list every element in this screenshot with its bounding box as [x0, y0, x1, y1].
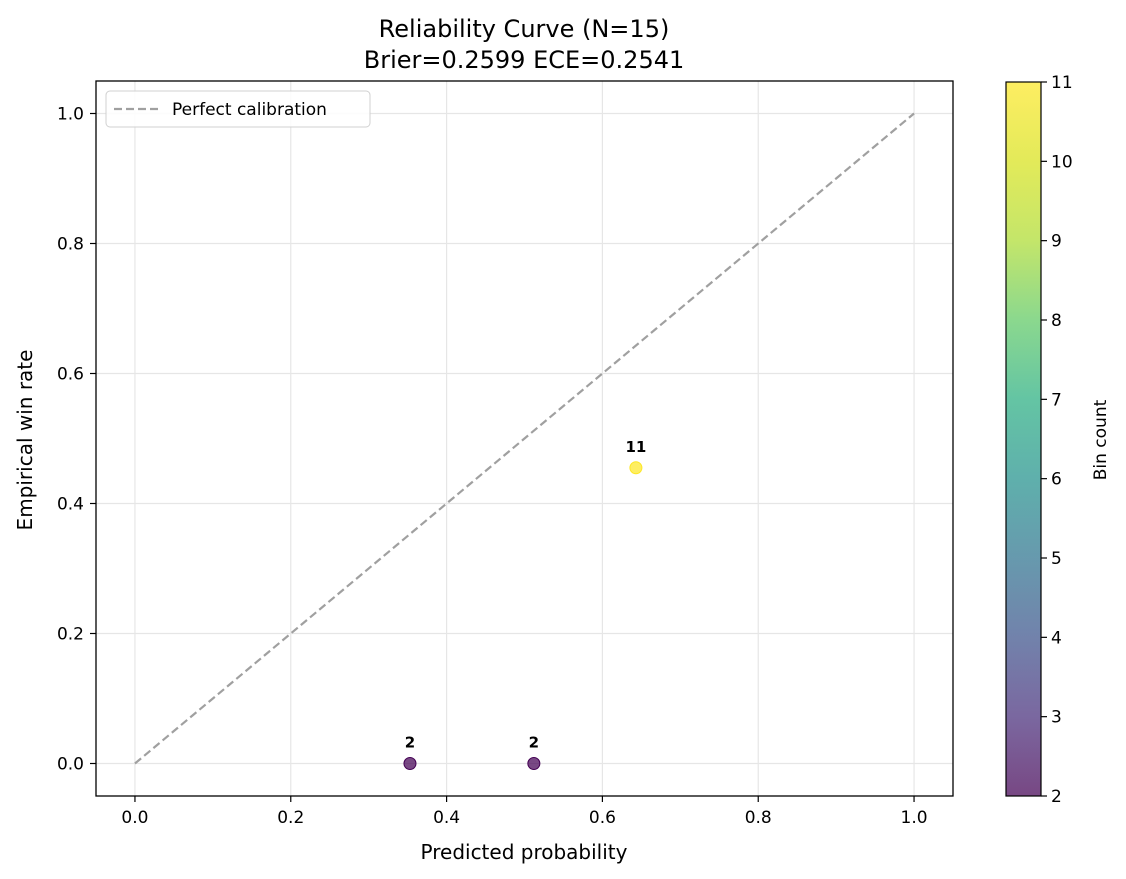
colorbar-tick-label: 10 [1051, 152, 1073, 172]
points-layer [403, 461, 643, 770]
point-labels-layer: 2 2 11 [405, 438, 647, 752]
colorbar-tick-label: 6 [1051, 470, 1062, 490]
y-tick-label: 1.0 [57, 105, 84, 125]
plot-frame [95, 80, 954, 797]
perfect-calibration-line [134, 112, 915, 765]
data-point-label: 2 [405, 734, 415, 752]
x-tick-label: 0.2 [277, 808, 304, 828]
data-point [403, 757, 417, 770]
x-tick-label: 0.0 [121, 808, 148, 828]
y-axis-label: Empirical win rate [13, 350, 37, 531]
x-tick-label: 0.6 [589, 808, 616, 828]
colorbar-tick-label: 9 [1051, 232, 1062, 252]
y-tick-label: 0.8 [57, 235, 84, 255]
colorbar-label: Bin count [1091, 399, 1111, 480]
x-tick-label: 0.8 [745, 808, 772, 828]
chart-title: Reliability Curve (N=15) [379, 15, 670, 43]
reference-line-layer [134, 112, 915, 765]
colorbar-gradient [1005, 81, 1042, 797]
colorbar-ticks: 2 3 4 5 6 7 8 9 10 11 [1041, 73, 1073, 807]
y-tick-label: 0.2 [57, 625, 84, 645]
colorbar-tick-label: 11 [1051, 73, 1073, 93]
colorbar-tick-label: 8 [1051, 311, 1062, 331]
data-point [527, 757, 541, 770]
x-axis-ticks: 0.0 0.2 0.4 0.6 0.8 1.0 [121, 796, 928, 828]
legend-box [105, 90, 371, 128]
x-axis-label: Predicted probability [421, 840, 628, 864]
colorbar-tick-label: 3 [1051, 708, 1062, 728]
x-tick-label: 1.0 [901, 808, 928, 828]
data-point-label: 11 [625, 438, 646, 456]
data-point [629, 461, 643, 475]
colorbar-tick-label: 4 [1051, 628, 1062, 648]
y-axis-ticks: 0.0 0.2 0.4 0.6 0.8 1.0 [57, 105, 96, 775]
legend: Perfect calibration [105, 90, 371, 128]
colorbar-tick-label: 2 [1051, 787, 1062, 807]
legend-entry-label: Perfect calibration [172, 100, 327, 120]
colorbar: 2 3 4 5 6 7 8 9 10 11 Bin count [1005, 73, 1111, 807]
colorbar-tick-label: 7 [1051, 390, 1062, 410]
chart-subtitle: Brier=0.2599 ECE=0.2541 [364, 46, 685, 74]
colorbar-tick-label: 5 [1051, 549, 1062, 569]
data-point-label: 2 [529, 734, 539, 752]
x-tick-label: 0.4 [433, 808, 460, 828]
y-tick-label: 0.4 [57, 495, 84, 515]
y-tick-label: 0.6 [57, 365, 84, 385]
y-tick-label: 0.0 [57, 755, 84, 775]
